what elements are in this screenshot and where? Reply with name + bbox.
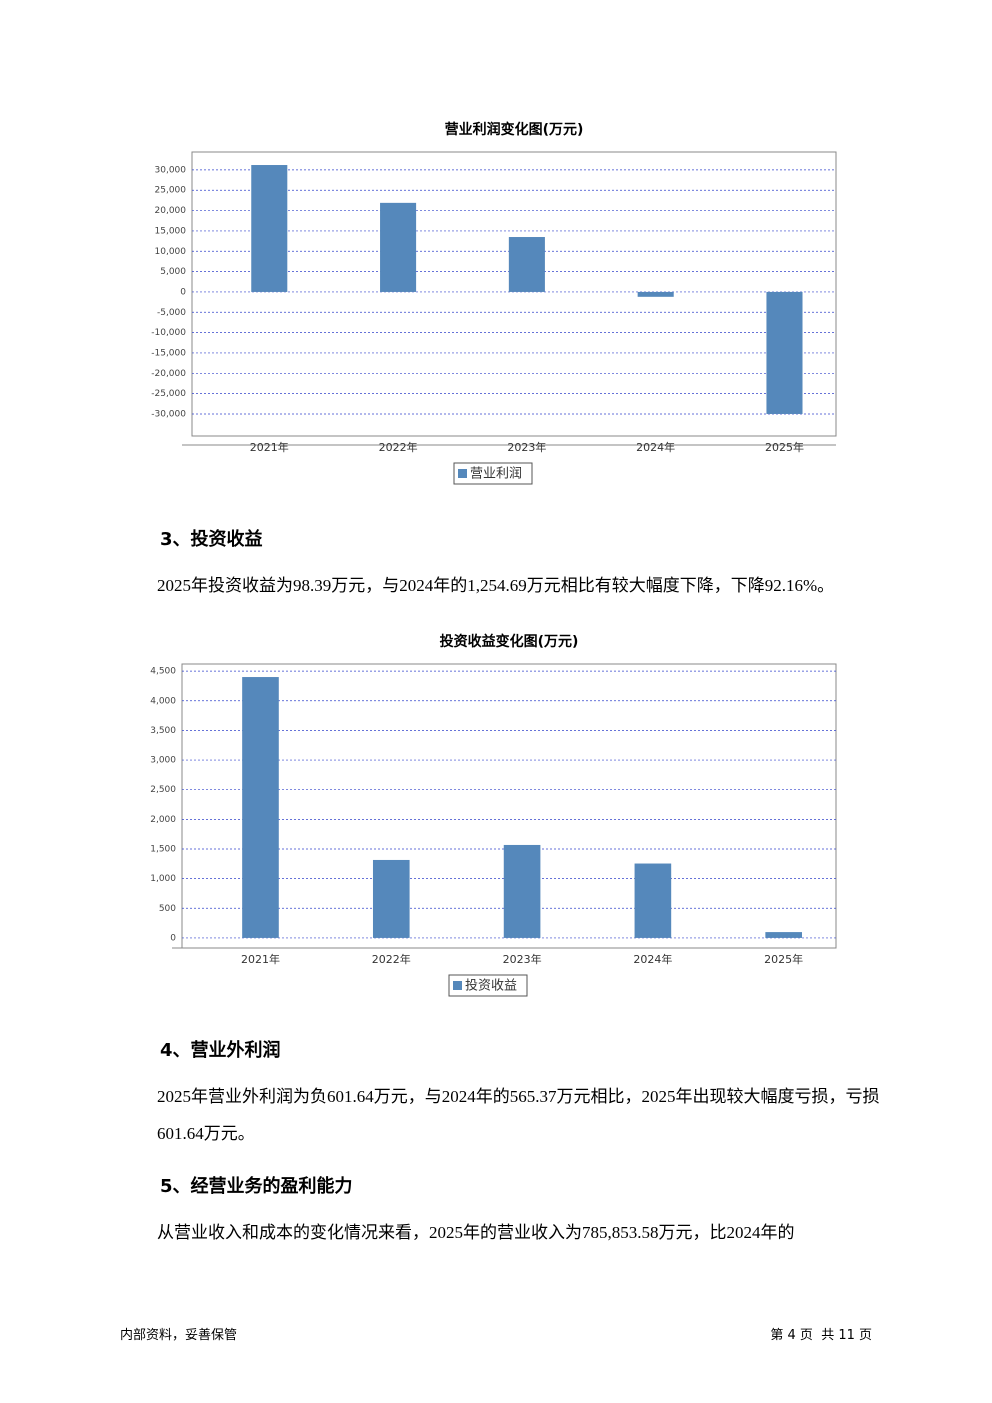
y-tick-label: -30,000 [151,409,186,419]
bar [637,291,674,297]
bar [372,859,410,938]
bar [508,237,545,292]
y-tick-label: 30,000 [155,165,187,175]
y-tick-label: 10,000 [155,247,187,257]
bar [766,291,803,414]
y-tick-label: -15,000 [151,348,186,358]
bar [251,165,288,292]
legend-box [453,462,533,485]
legend-label: 投资收益 [465,978,517,994]
x-tick-label: 2025年 [764,952,803,966]
chart: 投资收益变化图(万元) 0 500 1,000 1,500 2,000 2,500 3,000… [150,633,837,997]
chart: 营业利润变化图(万元) 30,000 25,000 20,000 15,000 10,00… [151,121,837,485]
y-tick-label: 15,000 [155,226,187,236]
y-tick-label: 20,000 [155,206,187,216]
bar [765,932,802,938]
x-tick-label: 2023年 [503,952,542,966]
y-tick-label: 1,000 [150,874,176,884]
bar [380,202,417,292]
paragraph: 2025年投资收益为98.39万元，与2024年的1,254.69万元相比有较大… [157,576,835,595]
y-tick-label: -10,000 [151,328,186,338]
y-tick-label: 1,500 [150,844,176,854]
bar [503,844,541,938]
chart-title: 营业利润变化图(万元) [445,121,584,138]
y-tick-label: 4,000 [150,696,176,706]
x-tick-label: 2024年 [636,440,675,454]
y-tick-label: 3,000 [150,756,176,766]
section-heading: 3、投资收益 [160,529,263,550]
footer-left: 内部资料，妥善保管 [120,1328,238,1343]
y-tick-label: -20,000 [151,369,186,379]
legend-box [448,974,528,997]
section-heading: 5、经营业务的盈利能力 [160,1176,353,1197]
y-tick-label: 25,000 [155,186,187,196]
x-tick-label: 2023年 [507,440,546,454]
section-heading: 4、营业外利润 [160,1040,281,1061]
x-tick-label: 2022年 [372,952,411,966]
x-tick-label: 2021年 [250,440,289,454]
footer-right: 第 4 页 共 11 页 [770,1328,872,1343]
y-tick-label: 500 [159,904,176,914]
x-tick-label: 2024年 [633,952,672,966]
legend-label: 营业利润 [470,467,522,482]
x-tick-label: 2025年 [765,440,804,454]
y-tick-label: 5,000 [160,267,186,277]
y-tick-label: 0 [180,287,186,297]
y-tick-label: -5,000 [157,308,186,318]
chart-title: 投资收益变化图(万元) [440,633,579,650]
y-tick-label: -25,000 [151,389,186,399]
x-tick-label: 2021年 [241,952,280,966]
plot-area [191,151,837,437]
bar [634,863,672,938]
bar [242,677,279,938]
paragraph: 2025年营业外利润为负601.64万元，与2024年的565.37万元相比，2… [157,1087,880,1143]
paragraph: 从营业收入和成本的变化情况来看，2025年的营业收入为785,853.58万元，… [157,1223,795,1242]
y-tick-label: 3,500 [150,726,176,736]
x-tick-label: 2022年 [379,440,418,454]
y-tick-label: 2,000 [150,815,176,825]
legend-swatch [458,469,467,478]
y-tick-label: 4,500 [150,667,176,677]
y-tick-label: 2,500 [150,785,176,795]
y-tick-label: 0 [170,933,176,943]
legend-swatch [453,981,462,990]
